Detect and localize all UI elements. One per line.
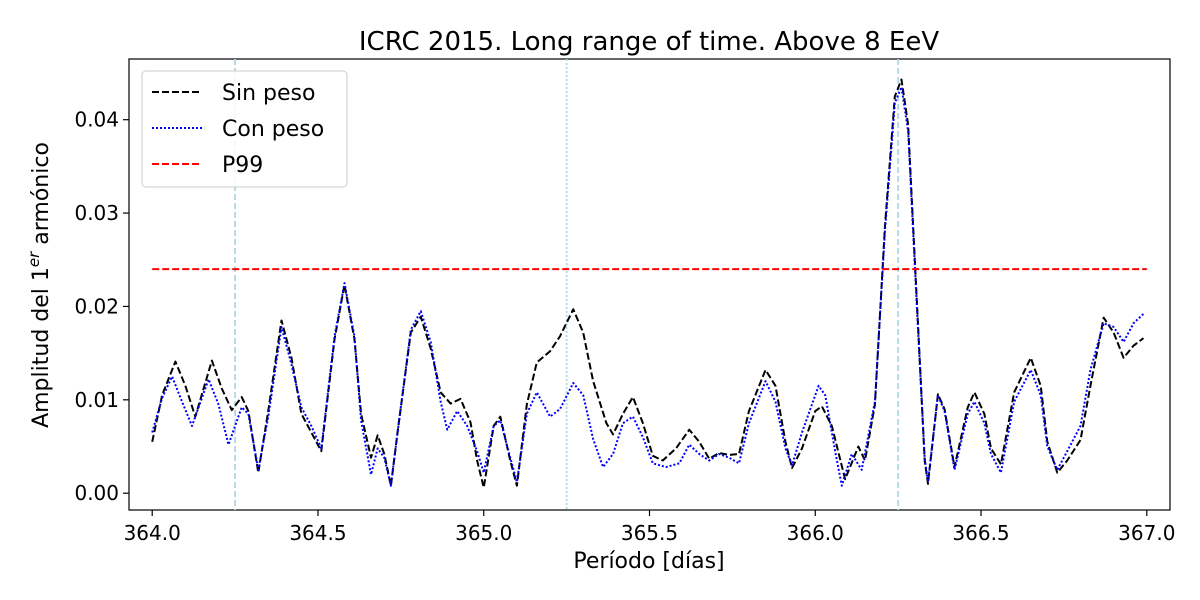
y-tick-label: 0.02 [74,294,119,318]
x-axis: 364.0 364.5 365.0 365.5 366.0 366.5 367.0 [124,510,1175,545]
chart-title: ICRC 2015. Long range of time. Above 8 E… [359,27,939,57]
legend-label-con-peso: Con peso [222,117,324,142]
y-axis-label-superscript: er [25,251,43,267]
series-layer [151,78,1147,489]
x-tick-label: 365.0 [455,521,512,545]
legend-box [141,70,348,188]
y-axis-label-tail: armónico [29,142,54,252]
y-tick-label: 0.01 [74,388,119,412]
x-tick-label: 367.0 [1118,521,1175,545]
x-tick-label: 364.5 [289,521,346,545]
legend: Sin peso Con peso P99 [141,70,348,188]
legend-label-sin-peso: Sin peso [222,81,315,106]
x-tick-label: 365.5 [621,521,678,545]
x-tick-label: 366.5 [952,521,1009,545]
x-tick-label: 366.0 [787,521,844,545]
x-tick-label: 364.0 [124,521,181,545]
y-axis-label-main: Amplitud del 1 [29,267,54,428]
legend-label-p99: P99 [222,153,263,178]
y-tick-label: 0.04 [74,108,119,132]
series-line-con-peso [151,86,1145,487]
y-tick-label: 0.03 [74,201,119,225]
y-axis-label: Amplitud del 1er armónico [25,142,54,428]
y-tick-label: 0.00 [74,481,119,505]
x-axis-label: Período [días] [573,549,724,574]
series-line-sin-peso [151,78,1145,489]
y-axis: 0.00 0.01 0.02 0.03 0.04 [74,108,129,505]
